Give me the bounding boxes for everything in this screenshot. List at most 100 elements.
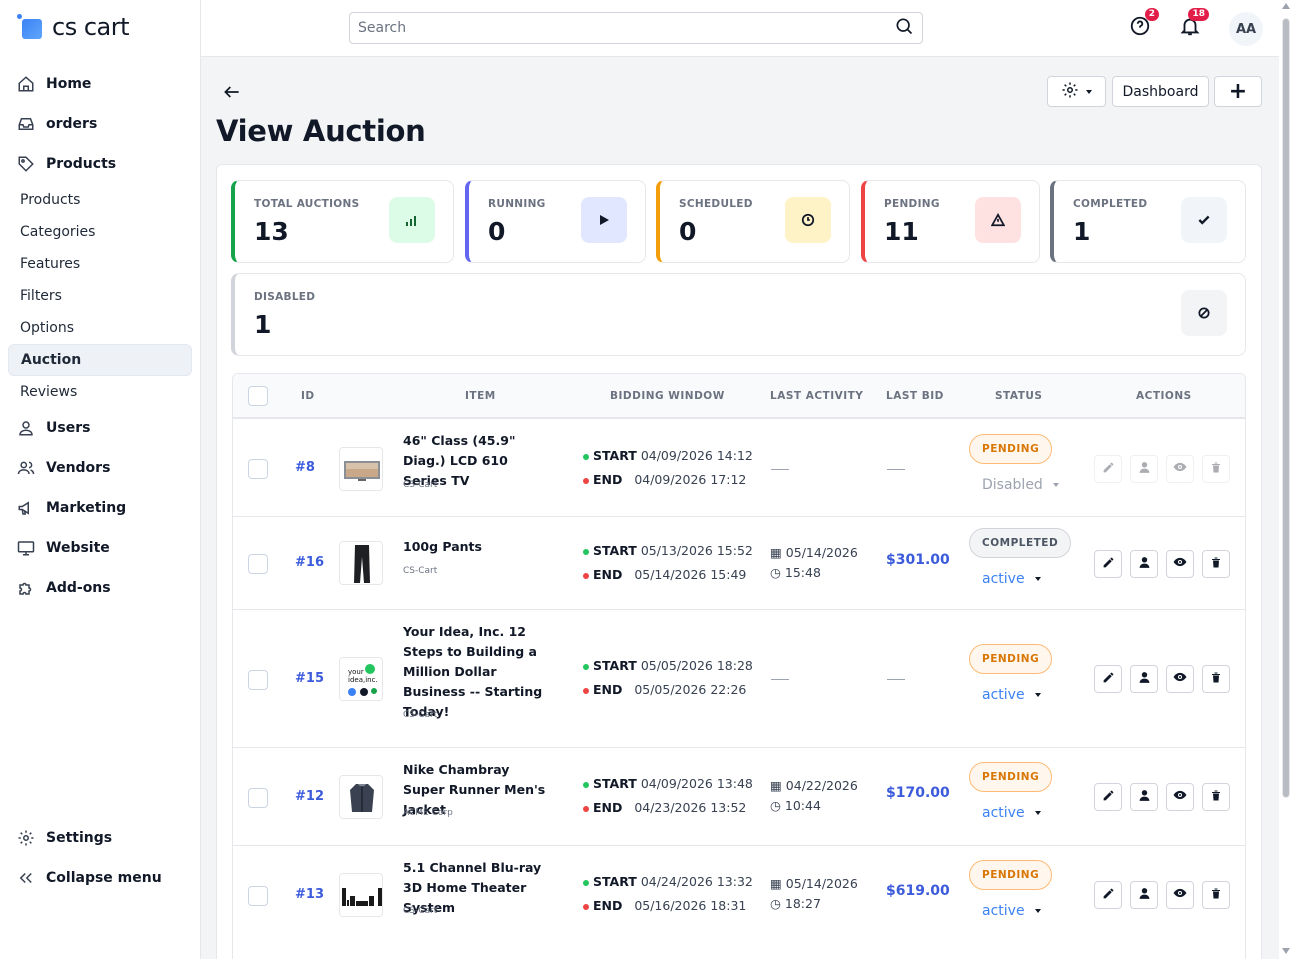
view-button[interactable] — [1166, 665, 1194, 693]
logo[interactable]: cs cart — [16, 10, 130, 44]
sidebar-item-addons[interactable]: Add-ons — [8, 568, 192, 608]
start-time: 05/13/2026 15:52 — [640, 543, 753, 558]
item-name[interactable]: 5.1 Channel Blu-ray 3D Home Theater Syst… — [403, 860, 542, 915]
delete-button[interactable] — [1202, 455, 1230, 483]
delete-button[interactable] — [1202, 665, 1230, 693]
status-badge: COMPLETED — [969, 528, 1072, 558]
row-checkbox[interactable] — [248, 788, 268, 808]
bidders-button[interactable] — [1130, 455, 1158, 483]
sidebar-item-settings[interactable]: Settings — [8, 818, 192, 858]
sidebar-sub-options[interactable]: Options — [20, 320, 75, 336]
sidebar-sub-features[interactable]: Features — [20, 256, 81, 272]
bidders-button[interactable] — [1130, 881, 1158, 909]
add-button[interactable]: + — [1214, 76, 1262, 107]
delete-button[interactable] — [1202, 881, 1230, 909]
back-button[interactable] — [222, 82, 242, 102]
sidebar-sub-categories[interactable]: Categories — [20, 224, 96, 240]
table-row[interactable]: #15 your idea,inc. Your Idea, Inc. 12 Ste… — [233, 610, 1245, 748]
item-name[interactable]: 46" Class (45.9" Diag.) LCD 610 Series T… — [403, 433, 516, 488]
last-bid-empty — [887, 679, 905, 680]
sidebar-sub-products[interactable]: Products — [20, 192, 81, 208]
row-checkbox[interactable] — [248, 670, 268, 690]
edit-button[interactable] — [1094, 455, 1122, 483]
state-select[interactable]: active — [982, 805, 1041, 821]
table-row[interactable]: #13 5.1 Channel Blu-ray 3D Home Theater … — [233, 846, 1245, 956]
sidebar-sub-reviews[interactable]: Reviews — [20, 384, 78, 400]
col-item[interactable]: ITEM — [465, 390, 496, 402]
collapse-menu-button[interactable]: Collapse menu — [8, 858, 192, 898]
last-bid: $619.00 — [886, 883, 950, 899]
sidebar-sub-filters[interactable]: Filters — [20, 288, 62, 304]
end-time: 05/16/2026 18:31 — [634, 898, 747, 913]
end-label: END — [593, 567, 623, 582]
edit-button[interactable] — [1094, 665, 1122, 693]
delete-button[interactable] — [1202, 783, 1230, 811]
stat-pending[interactable]: PENDING 11 — [861, 180, 1040, 263]
state-select[interactable]: active — [982, 903, 1041, 919]
help-button[interactable]: 2 — [1126, 8, 1159, 42]
dashboard-button[interactable]: Dashboard — [1112, 76, 1209, 107]
product-thumbnail — [339, 873, 383, 917]
sidebar-item-website[interactable]: Website — [8, 528, 192, 568]
sidebar-item-orders[interactable]: orders — [8, 104, 192, 144]
stat-disabled[interactable]: DISABLED 1 — [231, 273, 1246, 356]
col-last-activity[interactable]: LAST ACTIVITY — [770, 390, 864, 402]
notifications-button[interactable]: 18 — [1176, 8, 1209, 42]
double-chevron-left-icon — [16, 868, 36, 888]
item-name[interactable]: Your Idea, Inc. 12 Steps to Building a M… — [403, 624, 543, 719]
delete-button[interactable] — [1202, 550, 1230, 578]
stat-total-auctions[interactable]: TOTAL AUCTIONS 13 — [231, 180, 454, 263]
table-row[interactable]: #12 Nike Chambray Super Runner Men's Jac… — [233, 748, 1245, 846]
col-id[interactable]: ID — [301, 390, 315, 402]
view-button[interactable] — [1166, 881, 1194, 909]
table-row[interactable]: #8 46" Class (45.9" Diag.) LCD 610 Serie… — [233, 421, 1245, 517]
settings-dropdown-button[interactable] — [1047, 76, 1106, 107]
bidders-button[interactable] — [1130, 783, 1158, 811]
auction-id[interactable]: #13 — [295, 887, 324, 902]
bidding-window: START 04/09/2026 14:12 END 04/09/2026 17… — [583, 444, 753, 492]
view-button[interactable] — [1166, 783, 1194, 811]
sidebar-item-vendors[interactable]: Vendors — [8, 448, 192, 488]
scrollbar[interactable] — [1279, 0, 1293, 959]
view-button[interactable] — [1166, 455, 1194, 483]
row-checkbox[interactable] — [248, 886, 268, 906]
state-select[interactable]: active — [982, 571, 1041, 587]
check-icon — [1181, 197, 1227, 243]
auction-id[interactable]: #16 — [295, 555, 324, 570]
auction-id[interactable]: #15 — [295, 671, 324, 686]
sidebar-item-home[interactable]: Home — [8, 64, 192, 104]
col-status[interactable]: STATUS — [995, 390, 1043, 402]
search-icon[interactable] — [894, 16, 914, 40]
sidebar-sub-auction[interactable]: Auction — [8, 344, 192, 376]
col-last-bid[interactable]: LAST BID — [886, 390, 944, 402]
row-checkbox[interactable] — [248, 459, 268, 479]
select-all-checkbox[interactable] — [248, 386, 268, 406]
col-bidding-window[interactable]: BIDDING WINDOW — [610, 390, 725, 402]
table-row[interactable]: #16 100g Pants CS-Cart START 05/13/2026 … — [233, 517, 1245, 610]
user-icon — [16, 418, 36, 438]
bidders-button[interactable] — [1130, 665, 1158, 693]
row-checkbox[interactable] — [248, 554, 268, 574]
search-box[interactable] — [349, 12, 923, 44]
sidebar-item-products[interactable]: Products — [8, 144, 192, 184]
auction-id[interactable]: #8 — [295, 460, 315, 475]
sidebar-item-users[interactable]: Users — [8, 408, 192, 448]
state-select[interactable]: Disabled — [982, 477, 1059, 493]
stat-scheduled[interactable]: SCHEDULED 0 — [656, 180, 850, 263]
stat-completed[interactable]: COMPLETED 1 — [1050, 180, 1246, 263]
ban-icon — [1181, 290, 1227, 336]
state-select[interactable]: active — [982, 687, 1041, 703]
bidders-button[interactable] — [1130, 550, 1158, 578]
sidebar-item-marketing[interactable]: Marketing — [8, 488, 192, 528]
sidebar-nav: Home orders Products Products Categories… — [8, 64, 192, 608]
item-name[interactable]: Nike Chambray Super Runner Men's Jacket — [403, 762, 546, 817]
auction-id[interactable]: #12 — [295, 789, 324, 804]
item-name[interactable]: 100g Pants — [403, 539, 482, 554]
stat-running[interactable]: RUNNING 0 — [465, 180, 646, 263]
search-input[interactable] — [358, 20, 894, 36]
view-button[interactable] — [1166, 550, 1194, 578]
edit-button[interactable] — [1094, 783, 1122, 811]
avatar[interactable]: AA — [1229, 12, 1263, 46]
edit-button[interactable] — [1094, 881, 1122, 909]
edit-button[interactable] — [1094, 550, 1122, 578]
